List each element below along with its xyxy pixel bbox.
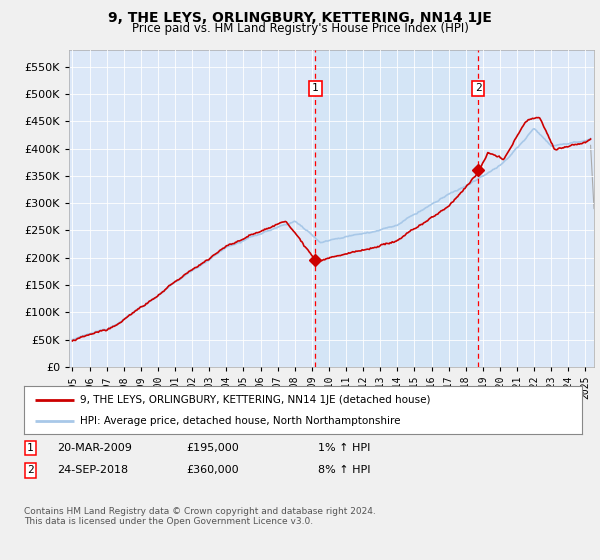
- Text: £195,000: £195,000: [186, 443, 239, 453]
- Text: 24-SEP-2018: 24-SEP-2018: [57, 465, 128, 475]
- Text: Contains HM Land Registry data © Crown copyright and database right 2024.
This d: Contains HM Land Registry data © Crown c…: [24, 507, 376, 526]
- Text: 1: 1: [27, 443, 34, 453]
- Bar: [316, 50, 478, 367]
- Text: 2: 2: [475, 83, 482, 94]
- Text: £360,000: £360,000: [186, 465, 239, 475]
- Text: HPI: Average price, detached house, North Northamptonshire: HPI: Average price, detached house, Nort…: [80, 416, 400, 426]
- Text: 8% ↑ HPI: 8% ↑ HPI: [318, 465, 371, 475]
- Text: 1% ↑ HPI: 1% ↑ HPI: [318, 443, 370, 453]
- Text: 9, THE LEYS, ORLINGBURY, KETTERING, NN14 1JE (detached house): 9, THE LEYS, ORLINGBURY, KETTERING, NN14…: [80, 395, 430, 405]
- Text: 9, THE LEYS, ORLINGBURY, KETTERING, NN14 1JE: 9, THE LEYS, ORLINGBURY, KETTERING, NN14…: [108, 11, 492, 25]
- Text: 2: 2: [27, 465, 34, 475]
- Text: Price paid vs. HM Land Registry's House Price Index (HPI): Price paid vs. HM Land Registry's House …: [131, 22, 469, 35]
- Text: 20-MAR-2009: 20-MAR-2009: [57, 443, 132, 453]
- Text: 1: 1: [312, 83, 319, 94]
